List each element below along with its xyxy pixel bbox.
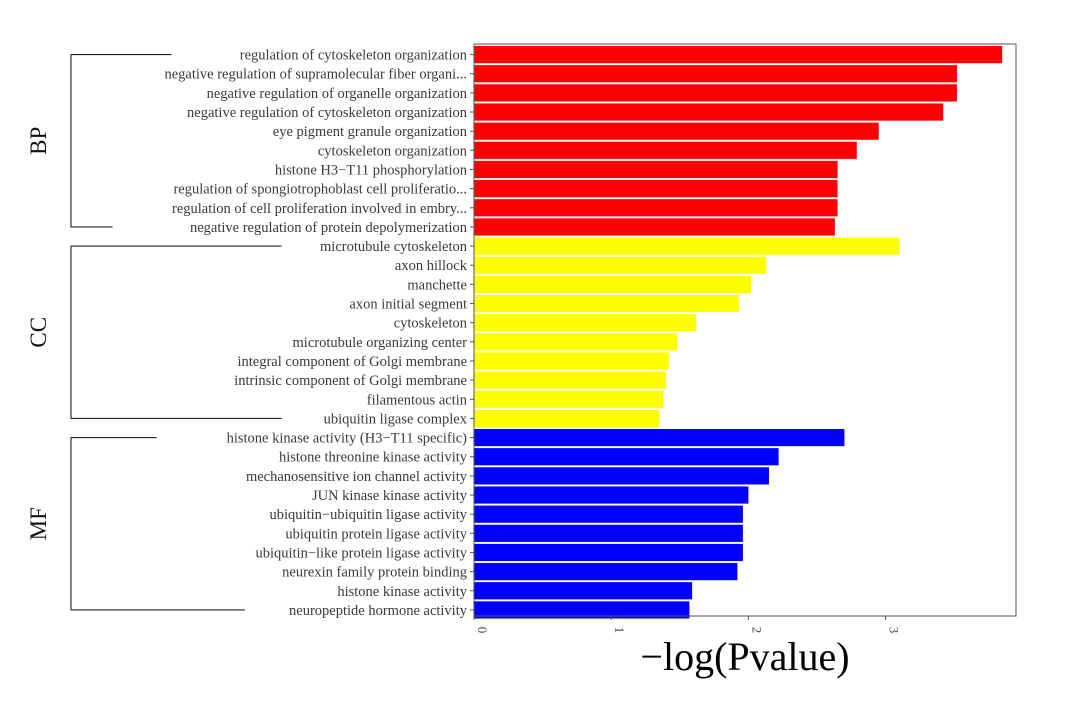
bar-mf-6 xyxy=(474,543,743,562)
category-label: manchette xyxy=(407,277,467,293)
bar-mf-1 xyxy=(474,448,779,466)
bar-cc-9 xyxy=(474,409,660,428)
category-label: regulation of cytoskeleton organization xyxy=(240,48,468,64)
category-label: negative regulation of protein depolymer… xyxy=(190,220,468,236)
category-label: histone threonine kinase activity xyxy=(279,450,468,466)
category-label: ubiquitin−like protein ligase activity xyxy=(255,545,467,561)
x-tick-label: 1 xyxy=(612,627,627,634)
category-labels: regulation of cytoskeleton organization n… xyxy=(164,48,474,619)
category-label: cytoskeleton xyxy=(394,316,468,332)
category-label: negative regulation of cytoskeleton orga… xyxy=(187,105,468,121)
category-label: integral component of Golgi membrane xyxy=(237,354,467,370)
bar-mf-0 xyxy=(474,428,845,447)
x-tick-label: 2 xyxy=(749,627,764,634)
category-label: ubiquitin ligase complex xyxy=(324,411,468,427)
group-label-cc: CC xyxy=(26,317,51,348)
group-bracket-mf xyxy=(70,437,245,611)
category-label: histone kinase activity (H3−T11 specific… xyxy=(227,431,468,447)
bar-bp-9 xyxy=(474,218,835,236)
bar-mf-4 xyxy=(474,505,743,523)
group-label-mf: MF xyxy=(26,507,51,540)
bar-cc-5 xyxy=(474,333,678,351)
category-label: regulation of spongiotrophoblast cell pr… xyxy=(173,182,467,198)
category-label: eye pigment granule organization xyxy=(273,124,468,140)
bar-cc-8 xyxy=(474,390,664,408)
bar-cc-6 xyxy=(474,352,669,370)
bar-mf-2 xyxy=(474,467,769,485)
category-label: histone kinase activity xyxy=(337,584,467,600)
bar-bp-0 xyxy=(474,45,1003,64)
bar-cc-1 xyxy=(474,256,767,274)
category-label: neuropeptide hormone activity xyxy=(289,603,468,619)
category-label: ubiquitin−ubiquitin ligase activity xyxy=(270,507,468,523)
bar-bp-6 xyxy=(474,160,838,179)
bar-cc-3 xyxy=(474,294,739,313)
bar-mf-5 xyxy=(474,524,743,542)
category-label: histone H3−T11 phosphorylation xyxy=(275,162,468,178)
bar-cc-0 xyxy=(474,237,900,255)
bar-cc-2 xyxy=(474,275,752,293)
x-tick-label: 3 xyxy=(887,627,902,634)
category-label: mechanosensitive ion channel activity xyxy=(246,469,468,485)
category-label: axon hillock xyxy=(395,258,468,274)
bar-mf-7 xyxy=(474,563,738,581)
group-label-bp: BP xyxy=(26,127,51,155)
bar-bp-7 xyxy=(474,180,838,198)
category-label: filamentous actin xyxy=(367,392,468,408)
bar-bp-1 xyxy=(474,65,957,83)
bar-bp-8 xyxy=(474,199,838,217)
category-label: cytoskeleton organization xyxy=(318,143,468,159)
category-label: ubiquitin protein ligase activity xyxy=(285,526,467,542)
category-label: microtubule cytoskeleton xyxy=(320,239,468,255)
bar-bp-5 xyxy=(474,141,857,159)
category-label: intrinsic component of Golgi membrane xyxy=(234,373,467,389)
category-label: axon initial segment xyxy=(349,297,467,313)
group-bracket-bp xyxy=(70,54,172,228)
x-axis-title: −log(Pvalue) xyxy=(640,634,849,679)
category-label: negative regulation of supramolecular fi… xyxy=(164,67,467,83)
category-label: negative regulation of organelle organiz… xyxy=(207,86,468,102)
bar-bp-3 xyxy=(474,103,944,121)
bar-mf-8 xyxy=(474,582,693,600)
group-bracket-cc xyxy=(70,245,282,419)
category-label: neurexin family protein binding xyxy=(282,565,467,581)
bar-mf-9 xyxy=(474,601,690,619)
bar-mf-3 xyxy=(474,486,749,504)
x-tick-label: 0 xyxy=(475,627,490,634)
bars-layer xyxy=(474,45,1003,619)
category-label: regulation of cell proliferation involve… xyxy=(172,201,467,217)
group-brackets: BP CC MF xyxy=(26,54,282,611)
category-label: JUN kinase kinase activity xyxy=(312,488,468,504)
x-axis-ticks: 0 1 2 3 xyxy=(473,616,902,634)
bar-bp-2 xyxy=(474,84,957,102)
plot-frame xyxy=(473,43,1017,617)
bar-cc-4 xyxy=(474,314,697,332)
bar-cc-7 xyxy=(474,371,667,389)
category-label: microtubule organizing center xyxy=(293,335,468,351)
bar-bp-4 xyxy=(474,122,879,140)
